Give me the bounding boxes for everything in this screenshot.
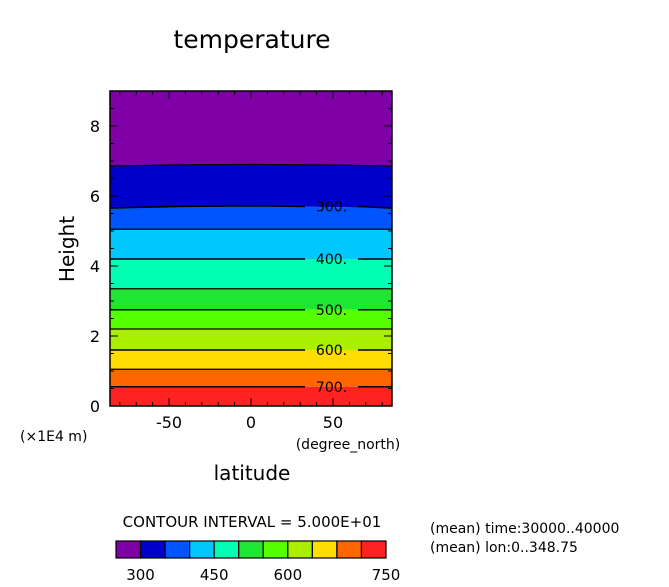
colorbar-swatch — [115, 540, 142, 559]
y-tick-label: 2 — [90, 327, 100, 346]
colorbar-swatch — [164, 540, 191, 559]
colorbar-tick-label: 450 — [200, 566, 229, 584]
colorbar-swatch — [238, 540, 264, 559]
contour-interval-text: CONTOUR INTERVAL = 5.000E+01 — [123, 513, 382, 531]
contour-band — [110, 309, 392, 329]
y-tick-label: 0 — [90, 397, 100, 416]
contour-label: 500. — [316, 303, 347, 319]
contour-line — [109, 163, 393, 167]
contour-band — [110, 164, 392, 209]
contour-band — [110, 369, 392, 387]
y-tick-label: 4 — [90, 257, 100, 276]
contour-band — [110, 229, 392, 259]
colorbar-swatch — [336, 540, 363, 559]
y-tick-label: 8 — [90, 117, 100, 136]
colorbar-swatch — [262, 540, 289, 559]
colorbar-tick-label: 750 — [372, 566, 401, 584]
contour-band — [110, 206, 392, 230]
contour-label: 600. — [316, 343, 347, 359]
y-axis-label: Height — [55, 216, 79, 282]
contour-line — [357, 205, 393, 209]
x-axis-label: latitude — [214, 461, 291, 485]
x-tick-label: -50 — [156, 413, 182, 432]
x-tick-label: 50 — [323, 413, 343, 432]
contour-band — [110, 91, 392, 167]
annotation-lon: (mean) lon:0..348.75 — [430, 540, 578, 556]
contour-label: 400. — [316, 252, 347, 268]
colorbar-swatch — [213, 540, 240, 559]
x-tick-label: 0 — [246, 413, 256, 432]
contour-band — [110, 350, 392, 370]
colorbar-tick-label: 300 — [126, 566, 155, 584]
colorbar-swatch — [139, 540, 166, 559]
contour-band — [110, 259, 392, 289]
colorbar: 300 450 600 750 — [115, 540, 401, 584]
contour-band — [110, 288, 392, 310]
contour-band — [110, 386, 392, 406]
colorbar-tick-label: 600 — [273, 566, 302, 584]
colorbar-swatch — [311, 540, 338, 559]
contour-label: 300. — [316, 200, 347, 216]
plot-area: 300. 400. 500. 600. 700. 0 2 4 6 8 -50 0 50 — [90, 90, 393, 432]
y-tick-label: 6 — [90, 187, 100, 206]
contour-band — [110, 329, 392, 350]
annotation-time: (mean) time:30000..40000 — [430, 521, 619, 537]
colorbar-swatch — [287, 540, 313, 559]
chart-title: temperature — [173, 25, 330, 54]
colorbar-swatch — [360, 540, 387, 559]
contour-label: 700. — [316, 380, 347, 396]
contour-line — [109, 205, 306, 209]
colorbar-swatch — [189, 540, 215, 559]
y-scale-label: (×1E4 m) — [20, 429, 87, 445]
x-units-label: (degree_north) — [296, 437, 401, 453]
